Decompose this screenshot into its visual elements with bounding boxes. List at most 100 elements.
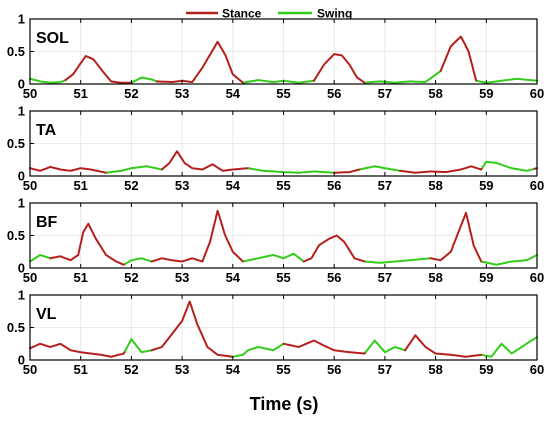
legend-label-swing: Swing	[317, 7, 352, 21]
x-tick-label: 53	[175, 178, 189, 193]
x-tick-label: 50	[23, 270, 37, 285]
swing-segment	[481, 160, 536, 172]
swing-segment	[29, 254, 52, 263]
x-tick-label: 59	[479, 86, 493, 101]
x-tick-label: 55	[276, 86, 290, 101]
x-tick-label: 60	[530, 362, 544, 377]
stance-segment	[439, 35, 479, 82]
x-tick-label: 51	[73, 178, 87, 193]
x-tick-label: 52	[124, 362, 138, 377]
y-tick-label: 0.5	[7, 228, 25, 243]
stance-segment	[312, 53, 367, 84]
x-tick-label: 57	[378, 86, 392, 101]
x-tick-label: 58	[428, 178, 442, 193]
x-tick-label: 54	[226, 362, 241, 377]
x-tick-label: 60	[530, 178, 544, 193]
x-axis-label: Time (s)	[250, 394, 319, 414]
x-tick-label: 53	[175, 362, 189, 377]
stance-segment	[282, 339, 367, 355]
x-tick-label: 52	[124, 270, 138, 285]
y-tick-label: 1	[18, 12, 25, 27]
x-tick-label: 58	[428, 86, 442, 101]
swing-segment	[106, 165, 163, 174]
y-tick-label: 0	[18, 77, 25, 92]
swing-segment	[481, 254, 538, 266]
panel-sol: 50 51 52 53 54 55 56 57 58 59 60 0 0.5 1 SOL	[7, 12, 544, 102]
x-tick-label: 54	[226, 178, 241, 193]
x-tick-label: 55	[276, 270, 290, 285]
x-tick-label: 51	[73, 270, 87, 285]
swing-segment	[233, 342, 285, 358]
x-tick-label: 53	[175, 270, 189, 285]
stance-segment	[150, 300, 236, 358]
panel-bf: 50 51 52 53 54 55 56 57 58 59 60 0 0.5 1 BF	[7, 196, 544, 286]
stance-segment	[29, 342, 127, 358]
swing-segment	[359, 165, 402, 172]
x-tick-label: 53	[175, 86, 189, 101]
swing-segment	[131, 76, 158, 84]
panel-label: TA	[36, 122, 57, 139]
x-tick-label: 57	[378, 362, 392, 377]
x-tick-label: 50	[23, 86, 37, 101]
swing-segment	[124, 338, 153, 354]
x-tick-label: 52	[124, 178, 138, 193]
swing-segment	[364, 257, 432, 264]
y-tick-label: 0	[18, 169, 25, 184]
y-tick-label: 0.5	[7, 44, 25, 59]
x-tick-label: 51	[73, 362, 87, 377]
x-tick-label: 58	[428, 362, 442, 377]
y-tick-label: 0	[18, 353, 25, 368]
y-tick-label: 1	[18, 104, 25, 119]
stance-segment	[150, 209, 246, 263]
y-tick-label: 1	[18, 196, 25, 211]
panel-label: BF	[36, 214, 58, 231]
x-tick-label: 56	[327, 86, 341, 101]
y-tick-label: 0	[18, 261, 25, 276]
swing-segment	[248, 167, 336, 174]
panel-ta: 50 51 52 53 54 55 56 57 58 59 60 0 0.5 1 TA	[7, 104, 544, 194]
stance-segment	[302, 234, 367, 263]
x-tick-label: 60	[530, 86, 544, 101]
swing-segment	[481, 336, 538, 358]
swing-segment	[476, 77, 538, 84]
panel-vl: 50 51 52 53 54 55 56 57 58 59 60 0 0.5 1 VL	[7, 288, 544, 378]
stance-segment	[64, 55, 134, 84]
x-tick-label: 57	[378, 270, 392, 285]
x-tick-label: 50	[23, 362, 37, 377]
x-tick-label: 52	[124, 86, 138, 101]
stance-segment	[49, 222, 127, 266]
x-tick-label: 55	[276, 362, 290, 377]
stance-segment	[404, 334, 484, 358]
swing-segment	[29, 77, 67, 84]
x-tick-label: 59	[479, 178, 493, 193]
x-tick-label: 55	[276, 178, 290, 193]
x-tick-label: 58	[428, 270, 442, 285]
chart-panels: 50 51 52 53 54 55 56 57 58 59 60 0 0.5 1 SOL 50 51 52 53 54…	[7, 12, 544, 378]
stance-segment	[399, 165, 484, 174]
legend: Stance Swing	[186, 7, 352, 21]
x-tick-label: 54	[226, 86, 241, 101]
stance-segment	[160, 150, 251, 172]
legend-label-stance: Stance	[222, 7, 262, 21]
swing-segment	[124, 257, 153, 265]
x-tick-label: 57	[378, 178, 392, 193]
swing-segment	[364, 339, 407, 354]
x-tick-label: 54	[226, 270, 241, 285]
stance-segment	[429, 211, 484, 263]
x-tick-label: 60	[530, 270, 544, 285]
swing-segment	[243, 252, 305, 263]
x-tick-label: 51	[73, 86, 87, 101]
x-tick-label: 59	[479, 362, 493, 377]
stance-segment	[333, 168, 362, 174]
stance-segment	[29, 165, 109, 174]
swing-segment	[243, 79, 315, 84]
x-tick-label: 59	[479, 270, 493, 285]
x-tick-label: 50	[23, 178, 37, 193]
stance-segment	[155, 40, 246, 84]
panel-label: VL	[36, 306, 57, 323]
x-tick-label: 56	[327, 362, 341, 377]
swing-segment	[364, 70, 442, 84]
y-tick-label: 0.5	[7, 136, 25, 151]
y-tick-label: 0.5	[7, 320, 25, 335]
